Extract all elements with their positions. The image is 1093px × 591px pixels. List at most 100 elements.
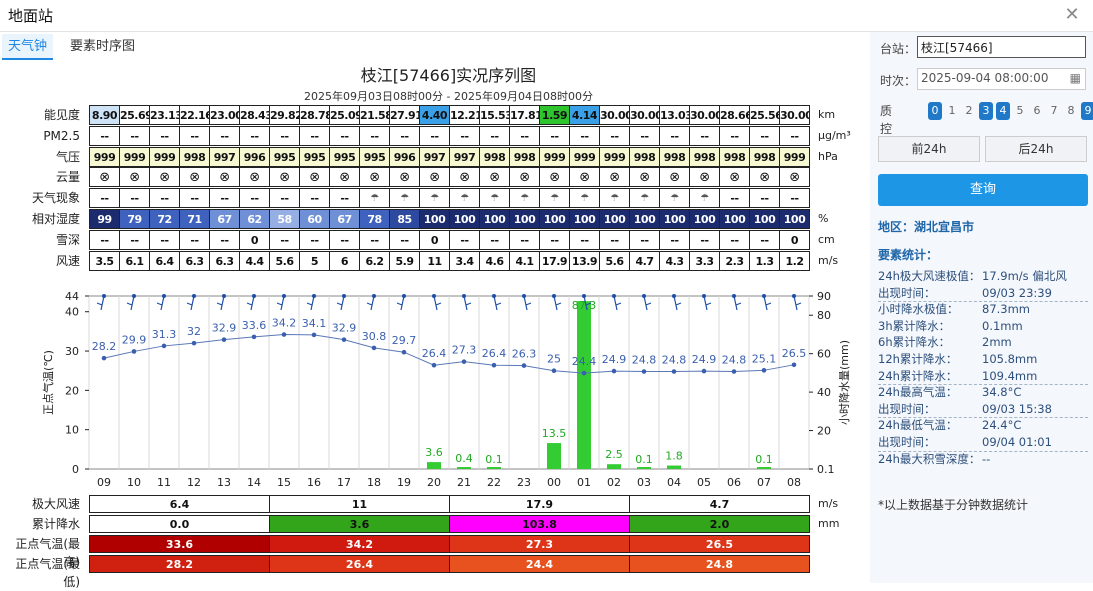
temperature-point	[701, 368, 707, 374]
prev-24h-button[interactable]: 前24h	[878, 136, 980, 162]
wind-barb-icon	[370, 295, 375, 311]
qc-code-toggle[interactable]: 0	[928, 102, 942, 120]
grid-cell: 8.90	[89, 105, 120, 125]
stat-row: 6h累计降水： 2mm	[878, 334, 1088, 350]
x-tick-label: 04	[667, 476, 681, 489]
qc-code-toggle[interactable]: 3	[979, 102, 993, 120]
grid-cell: ⊗	[599, 167, 630, 188]
tab-weather-clock[interactable]: 天气钟	[2, 34, 54, 60]
summary-cell: 4.7	[629, 495, 810, 513]
temperature-point	[251, 334, 257, 340]
grid-cell: 2.3	[719, 250, 750, 271]
tab-element-timeseries[interactable]: 要素时序图	[70, 39, 136, 54]
temperature-point	[611, 368, 617, 374]
grid-cell: --	[599, 229, 630, 250]
stat-row: 12h累计降水： 105.8mm	[878, 351, 1088, 367]
qc-code-toggle[interactable]: 5	[1016, 104, 1024, 117]
temperature-label: 30.8	[362, 330, 387, 343]
qc-code-toggle[interactable]: 8	[1067, 104, 1075, 117]
temperature-point	[341, 337, 347, 342]
tab-bar: 天气钟 要素时序图	[0, 34, 868, 60]
precip-bar	[547, 443, 561, 469]
grid-cell: 30.00	[689, 105, 720, 125]
row-unit: μg/m³	[818, 128, 851, 142]
grid-cell: 998	[749, 146, 780, 167]
qc-code-toggle[interactable]: 4	[996, 102, 1010, 120]
grid-cell: 6.3	[179, 250, 210, 271]
temperature-point	[791, 362, 797, 368]
grid-cell: 23.13	[149, 105, 180, 125]
wind-barb-icon	[433, 295, 438, 311]
grid-cell: 100	[599, 209, 630, 229]
grid-cell: --	[419, 125, 450, 146]
row-unit: km	[818, 108, 836, 121]
precip-label: 0.1	[755, 453, 773, 466]
temperature-point	[431, 362, 437, 368]
calendar-icon[interactable]: ▦	[1069, 71, 1081, 85]
query-button[interactable]: 查询	[878, 174, 1088, 206]
grid-cell: --	[509, 229, 540, 250]
grid-cell: --	[269, 229, 300, 250]
stat-key: 12h累计降水：	[878, 352, 958, 366]
wind-barb-icon	[735, 302, 742, 306]
summary-cell: 0.0	[89, 515, 270, 533]
temperature-label: 24.8	[662, 353, 687, 366]
wind-barb-icon	[190, 295, 195, 311]
grid-cell: 995	[269, 146, 300, 167]
next-24h-button[interactable]: 后24h	[985, 136, 1087, 162]
wind-barb-icon	[703, 295, 708, 311]
precip-label: 1.8	[665, 450, 683, 463]
grid-cell: --	[359, 125, 390, 146]
grid-cell: 6.4	[149, 250, 180, 271]
grid-cell: 5	[299, 250, 330, 271]
grid-cell: ⊗	[479, 167, 510, 188]
stat-row: 24h累计降水： 109.4mm	[878, 368, 1088, 384]
x-tick-label: 16	[307, 476, 321, 489]
stat-row: 出现时间： 09/03 15:38	[878, 401, 1088, 417]
station-input[interactable]: 枝江[57466]	[917, 36, 1086, 58]
qc-code-toggle[interactable]: 7	[1050, 104, 1058, 117]
grid-cell: 998	[629, 146, 660, 167]
grid-cell: --	[449, 229, 480, 250]
grid-cell: 67	[209, 209, 240, 229]
temperature-point	[521, 363, 527, 368]
wind-barb-icon	[276, 302, 283, 306]
grid-cell: 67	[329, 209, 360, 229]
stat-row: 24h最大积雪深度： --	[878, 451, 1088, 467]
time-input[interactable]: 2025-09-04 08:00:00 ▦	[917, 68, 1086, 90]
qc-code-toggle[interactable]: 6	[1033, 104, 1041, 117]
station-label: 台站：	[880, 42, 917, 56]
grid-cell: 27.91	[389, 105, 420, 125]
temperature-label: 34.1	[302, 317, 327, 330]
grid-cell: --	[689, 125, 720, 146]
summary-row-label: 正点气温(最低)	[15, 557, 80, 589]
close-icon[interactable]: ✕	[1064, 4, 1080, 25]
temperature-label: 29.7	[392, 334, 417, 347]
grid-cell: 78	[359, 209, 390, 229]
qc-code-toggle[interactable]: 1	[948, 104, 956, 117]
stat-value: 0.1mm	[982, 318, 1023, 333]
summary-cell: 24.8	[629, 555, 810, 573]
grid-cell: 999	[119, 146, 150, 167]
precip-bar	[457, 467, 471, 469]
right-tick-label: 20	[817, 425, 831, 438]
summary-cell: 26.4	[269, 555, 450, 573]
grid-cell: 999	[779, 146, 810, 167]
temperature-point	[101, 355, 107, 361]
temperature-label: 24.4	[572, 355, 597, 368]
grid-cell: ☂	[629, 188, 660, 209]
grid-cell: 995	[299, 146, 330, 167]
qc-code-toggle[interactable]: 9	[1081, 102, 1093, 120]
wind-barb-icon	[130, 295, 135, 311]
precip-bar	[577, 301, 591, 469]
grid-cell: ⊗	[389, 167, 420, 188]
row-unit: m/s	[818, 253, 839, 267]
wind-barb-icon	[705, 302, 712, 306]
qc-code-toggle[interactable]: 2	[965, 104, 973, 117]
grid-cell: --	[779, 188, 810, 209]
summary-row-label: 极大风速	[31, 497, 80, 511]
x-tick-label: 18	[367, 476, 381, 489]
left-tick-label: 0	[72, 463, 79, 476]
grid-cell: 4.6	[479, 250, 510, 271]
wind-barb-icon	[643, 295, 648, 311]
